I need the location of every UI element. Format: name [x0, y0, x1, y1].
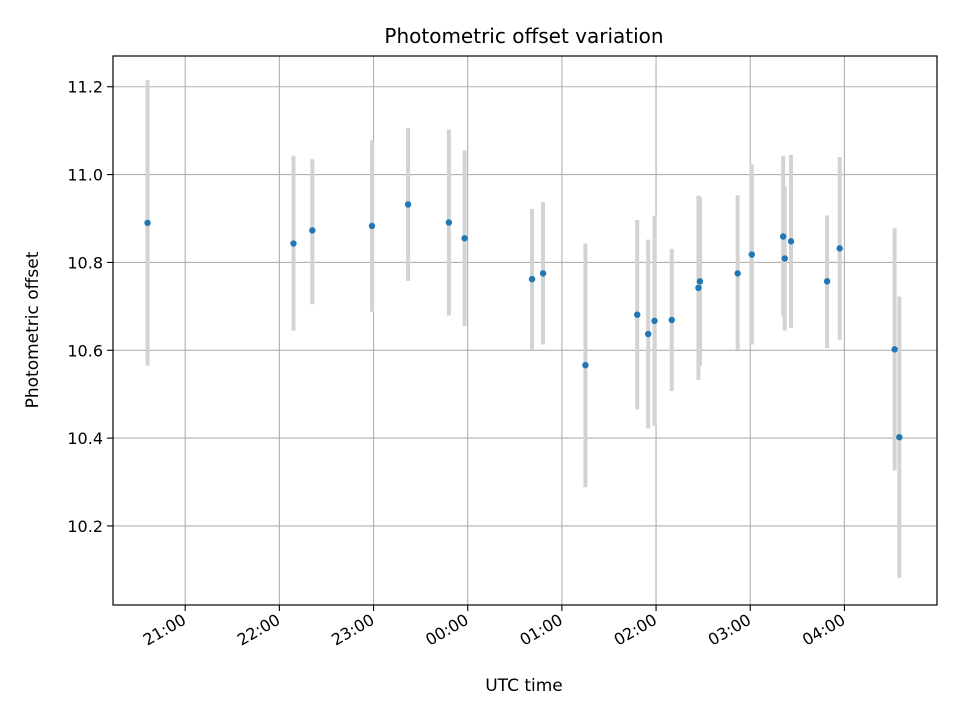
data-point	[634, 311, 641, 318]
y-axis-title: Photometric offset	[23, 251, 43, 408]
data-point	[695, 284, 702, 292]
data-point	[582, 361, 589, 369]
plot-frame	[112, 55, 938, 606]
data-point	[823, 278, 831, 285]
data-point	[781, 255, 788, 262]
data-point	[290, 240, 297, 247]
y-tick-label: 10.4	[67, 429, 103, 448]
data-point	[779, 233, 787, 240]
data-point	[748, 251, 755, 258]
data-point	[309, 227, 316, 234]
data-point	[528, 275, 536, 283]
y-axis-ticks: 10.2 10.4 10.6 10.8 11.0 11.2	[67, 78, 113, 536]
data-point	[734, 270, 741, 277]
y-tick-label: 10.6	[67, 341, 103, 360]
data-point	[696, 278, 704, 285]
data-point	[787, 238, 795, 245]
y-tick-label: 11.2	[67, 78, 103, 97]
data-point	[404, 201, 412, 208]
data-point	[445, 219, 453, 226]
y-tick-label: 10.8	[67, 253, 103, 272]
data-point	[836, 245, 843, 252]
data-point	[668, 316, 675, 324]
chart-title: Photometric offset variation	[384, 24, 663, 48]
data-point	[461, 235, 468, 242]
data-point	[651, 317, 658, 325]
data-point	[368, 222, 376, 230]
data-point	[645, 330, 652, 338]
data-point	[891, 346, 898, 353]
y-tick-label: 10.2	[67, 517, 103, 536]
data-points	[144, 201, 903, 441]
data-point	[896, 434, 903, 441]
y-tick-label: 11.0	[67, 166, 103, 185]
x-axis-title: UTC time	[485, 676, 563, 696]
data-point	[144, 219, 151, 227]
data-point	[539, 270, 547, 277]
